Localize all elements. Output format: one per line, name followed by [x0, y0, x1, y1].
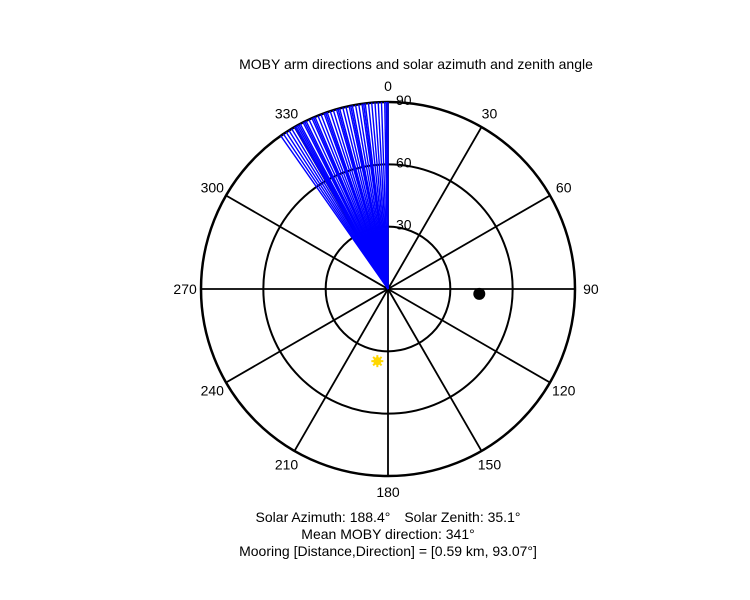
mean-moby-direction-text: Mean MOBY direction: 341° [301, 526, 475, 542]
angle-label-120: 120 [552, 382, 576, 398]
angle-label-30: 30 [482, 105, 498, 121]
angle-label-270: 270 [173, 281, 197, 297]
angle-label-300: 300 [201, 180, 225, 196]
spoke-30 [387, 126, 483, 290]
angle-label-180: 180 [376, 484, 400, 500]
moby-arm-line-44 [362, 103, 389, 290]
angle-label-210: 210 [275, 457, 299, 473]
moby-arm-lines [280, 102, 389, 290]
spoke-300 [225, 194, 389, 290]
chart-title: MOBY arm directions and solar azimuth an… [239, 56, 593, 72]
spoke-150 [387, 288, 483, 452]
tick-labels: 0 30 60 90 120 150 180 210 240 270 300 330 30 60 90 [173, 78, 598, 500]
angle-label-150: 150 [478, 457, 502, 473]
mooring-marker [473, 287, 486, 300]
spoke-120 [387, 288, 551, 384]
solar-zenith-text: Solar Zenith: 35.1° [404, 509, 521, 525]
spoke-240 [225, 288, 389, 384]
sun-marker [371, 355, 384, 368]
solar-azimuth-text: Solar Azimuth: 188.4° [255, 509, 391, 525]
moby-arm-line-40 [312, 117, 389, 290]
angle-label-90: 90 [583, 281, 599, 297]
sun-core [373, 357, 382, 366]
moby-arm-line-39 [298, 124, 389, 290]
radial-label-90: 90 [396, 92, 412, 108]
angle-label-240: 240 [201, 382, 225, 398]
spoke-210 [293, 288, 389, 452]
moby-arm-line-43 [350, 105, 389, 290]
moby-arm-line-42 [337, 108, 389, 290]
mooring-info-text: Mooring [Distance,Direction] = [0.59 km,… [239, 543, 537, 559]
radial-label-60: 60 [396, 154, 412, 170]
data-points [371, 287, 486, 368]
angle-label-0: 0 [384, 78, 392, 94]
moby-arm-line-41 [324, 112, 389, 290]
angle-label-60: 60 [556, 180, 572, 196]
angle-label-330: 330 [275, 105, 299, 121]
solar-info-line: Solar Azimuth: 188.4° Solar Zenith: 35.1° [0, 509, 750, 525]
radial-label-30: 30 [396, 217, 412, 233]
spoke-60 [387, 194, 551, 290]
